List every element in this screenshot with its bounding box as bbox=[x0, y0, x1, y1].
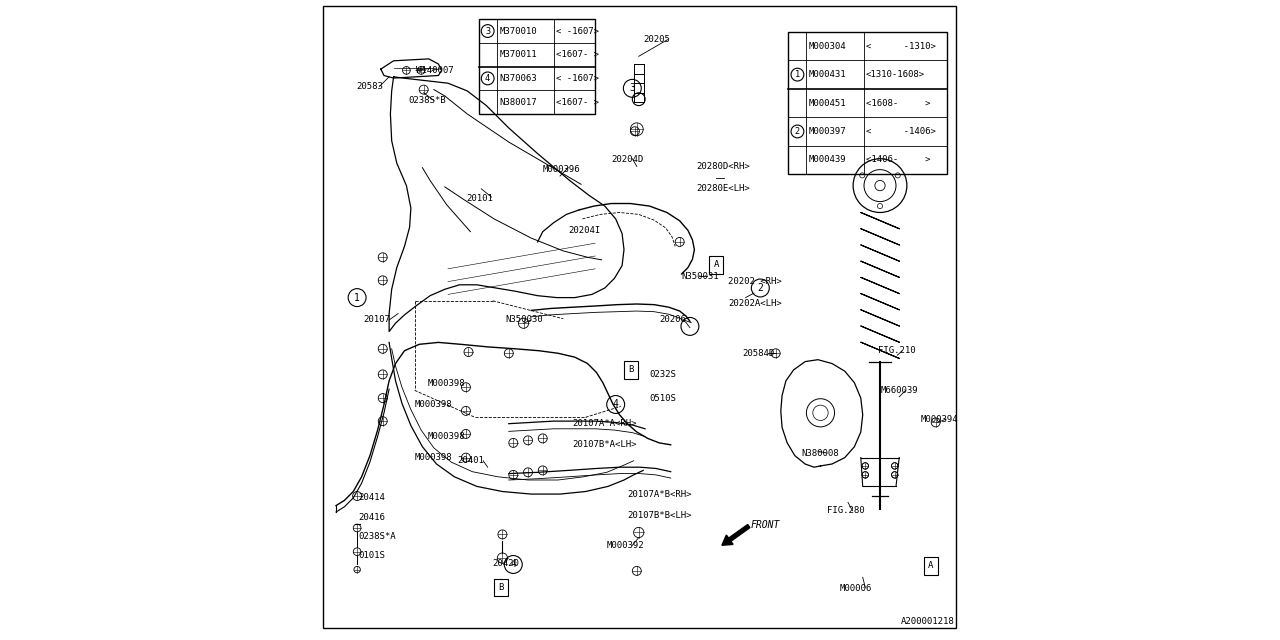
Text: 20420: 20420 bbox=[493, 559, 520, 568]
Text: M000398: M000398 bbox=[415, 400, 452, 409]
Text: 20204I: 20204I bbox=[568, 226, 600, 235]
Text: 20205: 20205 bbox=[644, 35, 669, 44]
Text: A: A bbox=[713, 260, 719, 269]
Text: 20414: 20414 bbox=[358, 493, 385, 502]
Text: 4: 4 bbox=[511, 559, 516, 570]
Text: 0232S: 0232S bbox=[650, 370, 676, 379]
Text: B: B bbox=[628, 365, 634, 374]
Text: M000392: M000392 bbox=[607, 541, 644, 550]
Text: <1607- >: <1607- > bbox=[556, 50, 599, 60]
Text: 20101: 20101 bbox=[466, 194, 493, 203]
Text: 20202 <RH>: 20202 <RH> bbox=[728, 277, 782, 286]
Text: 0510S: 0510S bbox=[650, 394, 676, 403]
FancyArrow shape bbox=[722, 525, 750, 545]
Text: < -1607>: < -1607> bbox=[556, 26, 599, 36]
Text: M000398: M000398 bbox=[415, 453, 452, 462]
Text: 20206: 20206 bbox=[659, 316, 686, 324]
Bar bbox=[924, 557, 937, 575]
Text: <1608-     >: <1608- > bbox=[865, 99, 931, 108]
Text: <1310-1608>: <1310-1608> bbox=[865, 70, 925, 79]
Text: 20416: 20416 bbox=[358, 513, 385, 522]
Text: N350031: N350031 bbox=[681, 272, 719, 281]
Text: M000431: M000431 bbox=[809, 70, 846, 79]
Text: 3: 3 bbox=[485, 26, 490, 36]
Text: 20107B*B<LH>: 20107B*B<LH> bbox=[627, 511, 691, 520]
Text: 20107: 20107 bbox=[364, 316, 390, 324]
Text: N380008: N380008 bbox=[801, 449, 838, 458]
Text: 20204D: 20204D bbox=[612, 156, 644, 164]
Text: 4: 4 bbox=[613, 399, 618, 410]
Text: 3: 3 bbox=[630, 83, 635, 93]
Text: 20280D<RH>: 20280D<RH> bbox=[696, 162, 750, 171]
Text: M000397: M000397 bbox=[809, 127, 846, 136]
Bar bbox=[479, 19, 595, 114]
Text: M000398: M000398 bbox=[428, 380, 465, 388]
Text: <1607- >: <1607- > bbox=[556, 97, 599, 107]
Text: FRONT: FRONT bbox=[750, 520, 780, 530]
Text: 20583: 20583 bbox=[356, 82, 383, 91]
Text: N350030: N350030 bbox=[506, 316, 543, 324]
Text: <      -1310>: < -1310> bbox=[865, 42, 936, 51]
Text: 20401: 20401 bbox=[458, 456, 484, 465]
Text: FIG.280: FIG.280 bbox=[827, 506, 864, 515]
Text: A: A bbox=[928, 561, 933, 570]
Text: M000396: M000396 bbox=[543, 165, 580, 174]
Bar bbox=[709, 256, 723, 274]
Text: M660039: M660039 bbox=[881, 386, 918, 395]
Text: 20107A*B<RH>: 20107A*B<RH> bbox=[627, 490, 691, 499]
Text: 20107A*A<RH>: 20107A*A<RH> bbox=[573, 419, 637, 428]
Bar bbox=[788, 32, 947, 174]
Text: 2: 2 bbox=[795, 127, 800, 136]
Text: 20202A<LH>: 20202A<LH> bbox=[728, 300, 782, 308]
Text: FIG.210: FIG.210 bbox=[878, 346, 915, 355]
Text: M370010: M370010 bbox=[499, 26, 536, 36]
Text: M000394: M000394 bbox=[920, 415, 957, 424]
Text: M000304: M000304 bbox=[809, 42, 846, 51]
Text: A200001218: A200001218 bbox=[901, 617, 955, 626]
Text: <1406-     >: <1406- > bbox=[865, 156, 931, 164]
Bar bbox=[494, 579, 508, 596]
Text: 4: 4 bbox=[485, 74, 490, 83]
Text: W140007: W140007 bbox=[416, 66, 453, 75]
Text: 20107B*A<LH>: 20107B*A<LH> bbox=[573, 440, 637, 449]
Text: N370063: N370063 bbox=[499, 74, 536, 83]
Text: <      -1406>: < -1406> bbox=[865, 127, 936, 136]
Text: B: B bbox=[498, 583, 504, 592]
Text: 2: 2 bbox=[758, 283, 763, 293]
Text: 20280E<LH>: 20280E<LH> bbox=[696, 184, 750, 193]
Text: < -1607>: < -1607> bbox=[556, 74, 599, 83]
Bar bbox=[625, 361, 639, 379]
Text: 1: 1 bbox=[355, 292, 360, 303]
Text: M000439: M000439 bbox=[809, 156, 846, 164]
Text: M370011: M370011 bbox=[499, 50, 536, 60]
Text: 0101S: 0101S bbox=[358, 551, 385, 560]
Text: 0238S*A: 0238S*A bbox=[358, 532, 396, 541]
Text: M00006: M00006 bbox=[840, 584, 872, 593]
Text: M000398: M000398 bbox=[428, 432, 465, 441]
Text: N380017: N380017 bbox=[499, 97, 536, 107]
Text: 0238S*B: 0238S*B bbox=[408, 96, 445, 105]
Text: 20584D: 20584D bbox=[742, 349, 774, 358]
Text: 1: 1 bbox=[795, 70, 800, 79]
Text: M000451: M000451 bbox=[809, 99, 846, 108]
